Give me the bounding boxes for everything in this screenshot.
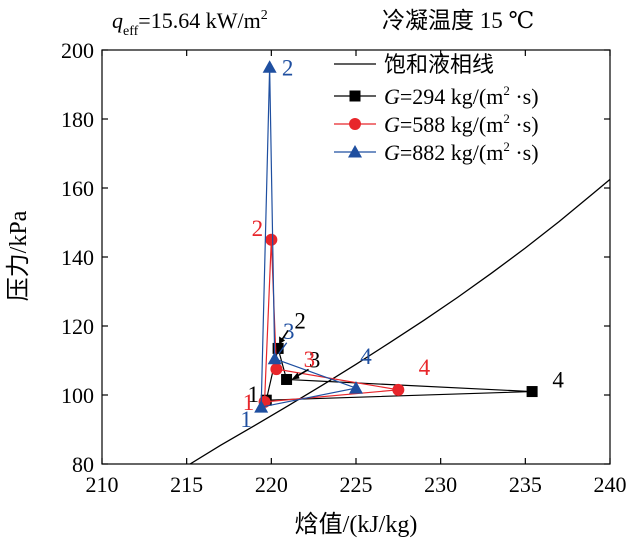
point-label-g294-1: 1 — [248, 382, 260, 407]
point-label-g588-1: 1 — [243, 390, 255, 415]
legend-unit-end: ·s) — [510, 112, 539, 137]
legend-label-g588: G=588 kg/(m2 ·s) — [384, 111, 539, 137]
data-point-g294 — [526, 386, 538, 398]
x-tick-label: 220 — [255, 472, 288, 497]
callout-arrowhead-point-3 — [291, 372, 300, 380]
legend-g-symbol: G — [384, 112, 400, 137]
point-label-g294-4: 4 — [552, 368, 564, 393]
y-tick-label: 200 — [61, 38, 94, 63]
point-label-g588-2: 2 — [252, 216, 264, 241]
point-label-g294-3: 3 — [309, 347, 321, 372]
legend-unit-superscript: 2 — [503, 83, 510, 98]
x-tick-label: 240 — [594, 472, 627, 497]
legend-marker-g882 — [348, 145, 362, 158]
point-label-g882-4: 4 — [360, 344, 372, 369]
saturation-curve — [189, 178, 610, 464]
legend-g-value: =588 kg/(m — [400, 112, 503, 137]
legend-g-symbol: G — [384, 84, 400, 109]
y-tick-label: 180 — [61, 107, 94, 132]
y-tick-label: 80 — [72, 452, 94, 477]
data-point-g882 — [254, 400, 269, 413]
legend-g-symbol: G — [384, 140, 400, 165]
data-point-g882 — [349, 381, 363, 394]
legend-marker-g588 — [349, 118, 361, 130]
data-point-g294 — [272, 342, 284, 354]
legend-unit-end: ·s) — [510, 84, 539, 109]
data-point-g882 — [262, 60, 277, 73]
x-tick-label: 235 — [509, 472, 542, 497]
point-label-g588-4: 4 — [419, 355, 431, 380]
point-label-g882-3: 3 — [283, 319, 295, 344]
legend-label-g294: G=294 kg/(m2 ·s) — [384, 83, 539, 109]
callout-arrow-point-3-blue — [278, 342, 288, 355]
axes: 210 215 220 225 230 235 240 80 100 120 140 160 180 20… — [61, 38, 627, 497]
legend-label-g882: G=882 kg/(m2 ·s) — [384, 139, 539, 165]
legend-unit-superscript: 2 — [503, 139, 510, 154]
data-point-g882 — [267, 351, 282, 365]
data-point-g294 — [281, 373, 293, 385]
q-symbol: q — [112, 8, 123, 33]
legend-unit-superscript: 2 — [503, 111, 510, 126]
legend: 饱和液相线 G=294 kg/(m2 ·s)G=588 kg/(m2 ·s)G=… — [334, 52, 539, 165]
legend-marker-g294 — [349, 90, 361, 102]
x-tick-label: 210 — [86, 472, 119, 497]
y-tick-label: 160 — [61, 176, 94, 201]
callout-arrowhead-point-2 — [279, 336, 286, 345]
data-point-g588 — [265, 233, 278, 246]
legend-g-value: =882 kg/(m — [400, 140, 503, 165]
point-label-g882-2: 2 — [282, 55, 294, 80]
q-value: =15.64 kW/m — [138, 8, 260, 33]
legend-saturation-label: 饱和液相线 — [384, 52, 494, 77]
data-point-g588 — [392, 383, 405, 396]
y-tick-label: 140 — [61, 245, 94, 270]
y-tick-label: 120 — [61, 314, 94, 339]
y-axis-label: 压力/kPa — [5, 210, 32, 301]
chart-title: 冷凝温度 15 ℃ — [382, 8, 534, 33]
data-point-g588 — [270, 363, 283, 376]
point-label-g882-1: 1 — [240, 407, 252, 432]
q-superscript: 2 — [261, 8, 268, 23]
legend-unit-end: ·s) — [510, 140, 539, 165]
x-axis-label: 焓值/(kJ/kg) — [295, 511, 418, 538]
x-tick-label: 230 — [424, 472, 457, 497]
x-tick-label: 225 — [340, 472, 373, 497]
y-tick-label: 100 — [61, 383, 94, 408]
point-label-g588-3: 3 — [304, 347, 316, 372]
point-label-g294-2: 2 — [294, 308, 306, 333]
q-subscript: eff — [123, 24, 139, 39]
legend-g-value: =294 kg/(m — [400, 84, 503, 109]
heat-flux-annotation: qeff=15.64 kW/m2 — [112, 8, 268, 39]
x-tick-label: 215 — [170, 472, 203, 497]
